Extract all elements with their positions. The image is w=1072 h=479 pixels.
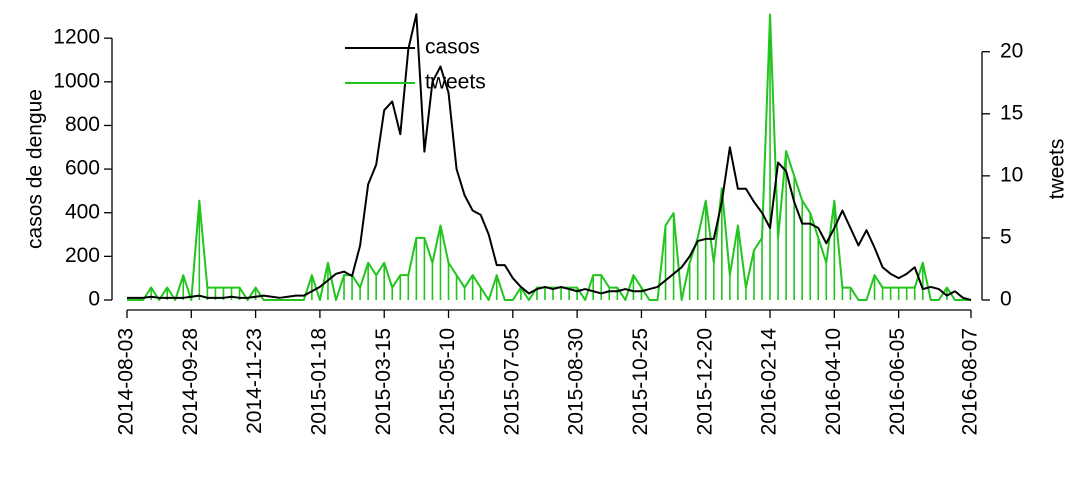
y-tick-label: 0 bbox=[88, 288, 100, 311]
y-tick-label: 600 bbox=[65, 157, 100, 180]
x-tick-label: 2015-10-25 bbox=[629, 328, 652, 435]
x-tick-label: 2014-09-28 bbox=[179, 328, 202, 435]
y-tick-label: 1200 bbox=[53, 26, 100, 49]
x-tick-label: 2016-04-10 bbox=[822, 328, 845, 435]
x-tick-label: 2015-03-15 bbox=[372, 328, 395, 435]
y2-tick-label: 10 bbox=[1000, 163, 1023, 186]
y2-tick-label: 5 bbox=[1000, 225, 1012, 248]
x-tick-label: 2015-05-10 bbox=[436, 328, 459, 435]
y-tick-label: 1000 bbox=[53, 69, 100, 92]
x-tick-label: 2015-07-05 bbox=[500, 328, 523, 435]
x-tick-label: 2015-12-20 bbox=[693, 328, 716, 435]
x-tick-label: 2015-01-18 bbox=[307, 328, 330, 435]
legend-label: casos bbox=[425, 36, 480, 59]
y-tick-label: 200 bbox=[65, 244, 100, 267]
casos-line bbox=[127, 13, 972, 301]
y2-tick-label: 0 bbox=[1000, 288, 1012, 311]
x-tick-label: 2016-08-07 bbox=[959, 328, 982, 435]
y-tick-label: 400 bbox=[65, 200, 100, 223]
y-tick-label: 800 bbox=[65, 113, 100, 136]
x-tick-label: 2014-08-03 bbox=[115, 328, 138, 435]
x-tick-label: 2015-08-30 bbox=[565, 328, 588, 435]
y2-tick-label: 15 bbox=[1000, 101, 1023, 124]
y2-axis-label: tweets bbox=[1046, 139, 1069, 200]
x-tick-label: 2016-02-14 bbox=[758, 328, 781, 436]
y2-tick-label: 20 bbox=[1000, 39, 1023, 62]
tweets-line bbox=[127, 13, 971, 301]
x-tick-label: 2014-11-23 bbox=[243, 328, 266, 434]
x-tick-label: 2016-06-05 bbox=[886, 328, 909, 435]
legend-label: tweets bbox=[425, 71, 486, 94]
y-axis-label: casos de dengue bbox=[24, 89, 47, 249]
